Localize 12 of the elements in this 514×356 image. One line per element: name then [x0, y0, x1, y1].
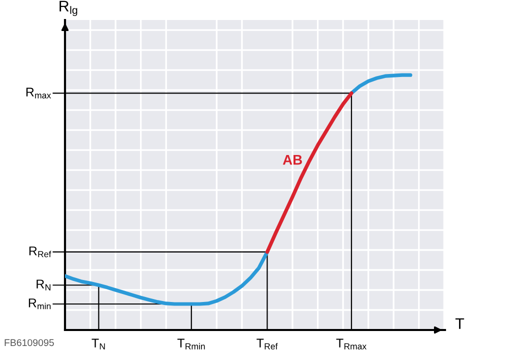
x-tick-label: T$_{Rmax}$ [336, 338, 366, 350]
ref-line-label: R$_{N}$ [36, 280, 50, 290]
ref-line-label: R$_{min}$ [28, 298, 51, 310]
y-axis-title: R$_{lg}$ [60, 0, 78, 16]
x-axis-title: T [455, 318, 464, 329]
ref-line-label: R$_{Ref}$ [29, 246, 52, 258]
x-tick-label: T$_{Ref}$ [256, 338, 278, 350]
x-tick-label: T$_{N}$ [92, 338, 105, 350]
ref-line-label: R$_{max}$ [26, 88, 51, 98]
x-tick-label: T$_{Rmin}$ [177, 338, 205, 350]
text: FB6109095 [4, 339, 54, 346]
series-label: AB [282, 155, 302, 165]
